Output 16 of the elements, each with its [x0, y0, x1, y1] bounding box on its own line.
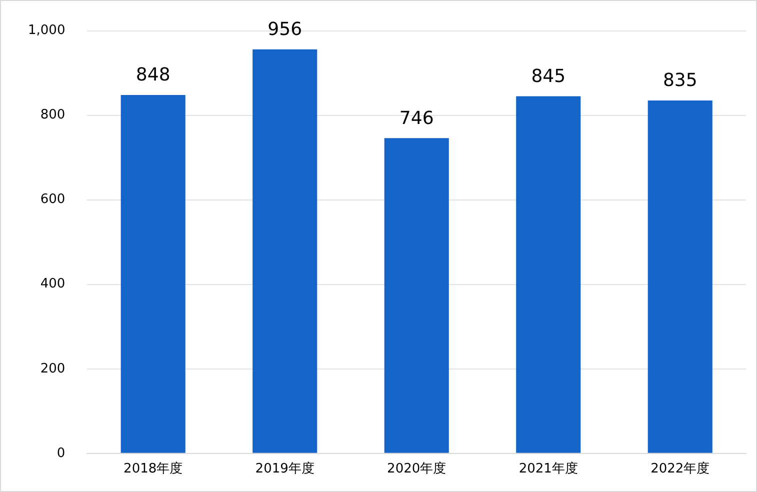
- x-tick-label: 2020年度: [387, 460, 446, 477]
- y-tick-label: 600: [40, 192, 66, 208]
- y-tick-label: 800: [40, 108, 66, 123]
- data-label: 835: [662, 70, 698, 92]
- x-tick-label: 2021年度: [518, 460, 578, 477]
- y-tick-label: 0: [56, 446, 66, 461]
- data-label: 845: [531, 66, 566, 87]
- data-label: 746: [399, 108, 434, 129]
- y-tick-label: 400: [40, 276, 66, 292]
- y-tick-label: 1,000: [28, 23, 66, 38]
- x-tick-label: 2019年度: [255, 460, 314, 477]
- x-tick-label: 2018年度: [124, 460, 183, 477]
- data-label: 956: [268, 19, 302, 40]
- x-tick-label: 2022年度: [650, 460, 710, 477]
- y-tick-label: 200: [40, 361, 66, 376]
- data-label: 848: [136, 64, 170, 86]
